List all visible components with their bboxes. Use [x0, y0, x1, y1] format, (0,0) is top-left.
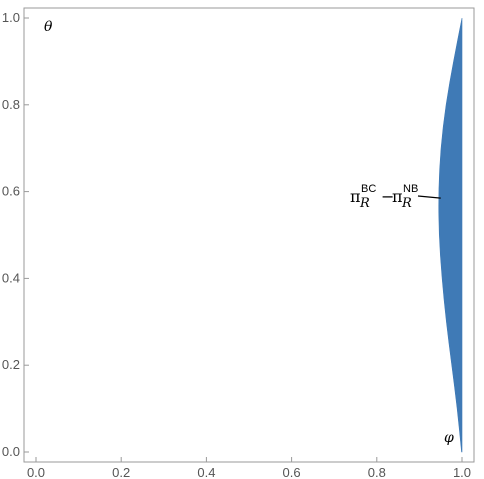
x-tick-label: 0.6: [283, 465, 301, 479]
y-axis-ticks: 0.0 0.2 0.4 0.6 0.8 1.0: [2, 10, 29, 459]
x-axis-ticks: 0.0 0.2 0.4 0.6 0.8 1.0: [27, 457, 471, 479]
annotation-pointer-line: [417, 195, 441, 199]
annotation-sup-left: BC: [361, 183, 376, 195]
x-tick-label: 0.0: [27, 465, 45, 479]
x-tick-label: 0.8: [368, 465, 386, 479]
annotation-pi-right: π: [392, 187, 403, 206]
y-tick-label: 0.2: [2, 357, 20, 372]
annotation-minus: −: [381, 187, 394, 206]
region-annotation: π BC R − π NB R: [350, 183, 441, 211]
y-variable-label: θ: [44, 19, 53, 35]
annotation-sub-right: R: [401, 196, 412, 211]
x-tick-label: 0.2: [112, 465, 130, 479]
annotation-sub-left: R: [359, 196, 370, 211]
x-variable-label: φ: [444, 430, 454, 446]
y-tick-label: 0.4: [2, 270, 20, 285]
filled-region: [438, 17, 463, 453]
y-tick-label: 0.6: [2, 184, 20, 199]
x-tick-label: 1.0: [453, 465, 471, 479]
x-tick-label: 0.4: [197, 465, 215, 479]
plot-frame: [23, 7, 475, 463]
y-tick-label: 0.8: [2, 97, 20, 112]
annotation-sup-right: NB: [403, 183, 418, 195]
y-tick-label: 0.0: [2, 444, 20, 459]
y-tick-label: 1.0: [2, 10, 20, 25]
annotation-pi-left: π: [350, 187, 361, 206]
